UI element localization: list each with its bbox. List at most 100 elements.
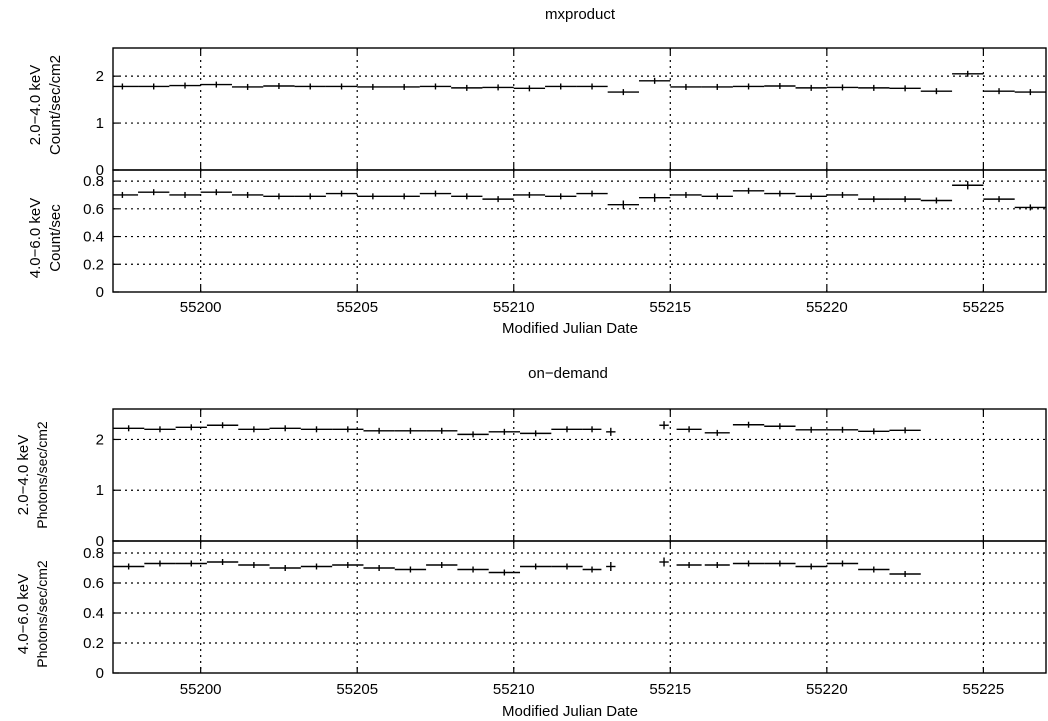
on-demand-data-point	[300, 426, 333, 433]
on-demand-x-tick-label: 55200	[180, 681, 222, 698]
on-demand-data-point	[520, 430, 552, 437]
mxproduct-x-ticks: 55200 55205 55210 55215 55220 55225	[180, 299, 1004, 316]
mxproduct-data-point	[482, 84, 514, 91]
mxproduct-data-point	[983, 88, 1015, 95]
on-demand-data-point	[300, 563, 333, 570]
mxproduct-x-tick-label: 55200	[180, 299, 222, 316]
mxproduct-data-point	[920, 197, 953, 204]
on-demand-panel2-ylabel-line2: Photons/sec/cm2	[34, 560, 50, 668]
mxproduct-y-tick-label: 0.6	[83, 201, 104, 218]
on-demand-y-tick-label: 0.4	[83, 605, 104, 622]
mxproduct-title: mxproduct	[545, 6, 616, 23]
on-demand-data-point	[426, 427, 458, 434]
on-demand-panel-2-4kev: 2.0−4.0 keV Photons/sec/cm2 0 1 2	[15, 408, 1047, 550]
on-demand-data-point	[238, 562, 270, 568]
on-demand-data-point	[144, 426, 176, 433]
mxproduct-data-point	[388, 193, 420, 200]
mxproduct-data-point	[169, 191, 201, 198]
on-demand-data-point	[394, 566, 427, 573]
mxproduct-data-point	[419, 190, 452, 197]
mxproduct-data-point	[451, 84, 483, 91]
on-demand-data-point	[332, 562, 364, 568]
mxproduct-data-point	[983, 196, 1015, 203]
mxproduct-data-point	[388, 83, 420, 90]
mxproduct-data-point	[263, 193, 295, 200]
on-demand-chart: on−demand 2.0−4.0 keV Photons/sec/cm2 0 1…	[15, 365, 1047, 720]
mxproduct-data-point	[263, 83, 295, 90]
mxproduct-y-tick-label: 0.4	[83, 229, 104, 246]
mxproduct-data-point	[795, 193, 827, 200]
on-demand-data-point	[659, 421, 669, 430]
mxproduct-data-point	[732, 83, 765, 90]
mxproduct-data-point	[858, 84, 890, 91]
mxproduct-data-point	[294, 83, 326, 90]
mxproduct-data-point	[701, 193, 733, 200]
on-demand-panel1-ylabel-line2: Photons/sec/cm2	[34, 421, 50, 529]
on-demand-panel2-ylabel-line1: 4.0−6.0 keV	[15, 574, 32, 654]
mxproduct-y-tick-label: 0.2	[83, 256, 104, 273]
mxproduct-data-point	[764, 83, 796, 90]
mxproduct-data-point	[607, 89, 639, 96]
mxproduct-data-point	[1014, 89, 1046, 96]
on-demand-panel-frame	[112, 540, 1047, 674]
mxproduct-data-point	[826, 84, 859, 91]
on-demand-data-point	[732, 421, 765, 428]
on-demand-data-point	[206, 422, 239, 429]
on-demand-data-point	[363, 427, 395, 434]
on-demand-x-tick-label: 55215	[649, 681, 691, 698]
mxproduct-data-point	[138, 83, 170, 90]
on-demand-x-ticks: 55200 55205 55210 55215 55220 55225	[180, 681, 1004, 698]
on-demand-data-point	[676, 426, 702, 433]
on-demand-y-tick-label: 1	[96, 482, 104, 499]
mxproduct-data-point	[200, 81, 232, 88]
on-demand-data-point	[206, 559, 239, 565]
mxproduct-x-tick-label: 55215	[649, 299, 691, 316]
on-demand-data-point	[826, 560, 859, 567]
mxproduct-panel-frame	[112, 169, 1047, 293]
mxproduct-data-point	[764, 190, 796, 197]
on-demand-data-point	[764, 423, 796, 430]
mxproduct-y-tick-label: 0	[96, 162, 104, 179]
on-demand-data-point	[858, 566, 890, 573]
on-demand-data-point	[488, 569, 521, 576]
mxproduct-data-point	[1014, 204, 1046, 211]
mxproduct-data-point	[357, 83, 389, 90]
on-demand-data-point	[582, 426, 602, 433]
mxproduct-data-point	[325, 83, 358, 90]
on-demand-x-tick-label: 55210	[493, 681, 535, 698]
on-demand-data-point	[795, 563, 827, 570]
mxproduct-data-point	[325, 190, 358, 197]
mxproduct-data-point	[513, 85, 546, 92]
on-demand-x-tick-label: 55225	[963, 681, 1005, 698]
mxproduct-data-point	[670, 191, 702, 198]
mxproduct-data-point	[826, 191, 859, 198]
mxproduct-data-point	[920, 88, 953, 95]
mxproduct-data-point	[701, 83, 733, 90]
mxproduct-panel1-ylabel-line1: 2.0−4.0 keV	[27, 65, 44, 145]
on-demand-data-point	[113, 425, 145, 432]
on-demand-data-point	[704, 562, 730, 568]
mxproduct-data-point	[482, 196, 514, 203]
on-demand-data-point	[269, 425, 301, 432]
mxproduct-data-point	[607, 200, 639, 209]
on-demand-y-tick-label: 0.8	[83, 545, 104, 562]
mxproduct-x-tick-label: 55220	[806, 299, 848, 316]
on-demand-data-point	[269, 565, 301, 571]
on-demand-data-point	[113, 563, 145, 570]
on-demand-data-point	[606, 427, 616, 436]
on-demand-data-point	[551, 426, 583, 433]
on-demand-data-point	[175, 560, 207, 567]
mxproduct-x-tick-label: 55225	[963, 299, 1005, 316]
mxproduct-data-point	[451, 193, 483, 200]
on-demand-data-point	[363, 565, 395, 571]
on-demand-data-point	[676, 562, 702, 568]
mxproduct-data-point	[889, 85, 921, 92]
mxproduct-data-point	[169, 82, 201, 89]
on-demand-data-point	[144, 560, 176, 567]
mxproduct-data-point	[231, 83, 264, 90]
mxproduct-data-point	[294, 193, 326, 200]
mxproduct-data-point	[231, 191, 264, 198]
mxproduct-data-point	[576, 83, 608, 90]
on-demand-data-point	[457, 431, 489, 438]
